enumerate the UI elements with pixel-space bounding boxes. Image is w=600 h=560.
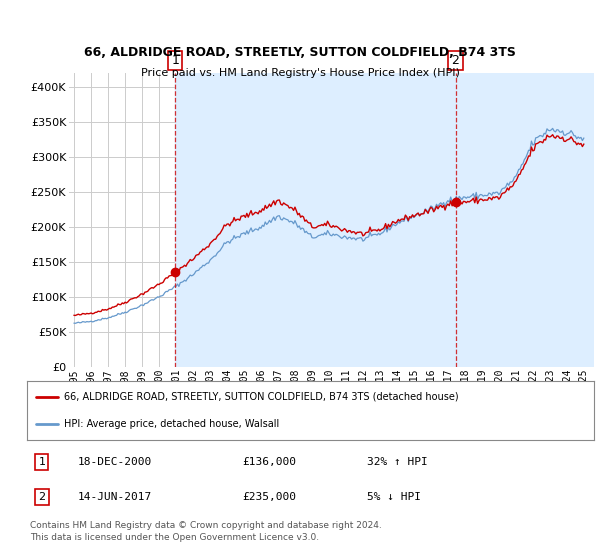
Text: 1: 1 [172,54,179,67]
Text: HPI: Average price, detached house, Walsall: HPI: Average price, detached house, Wals… [64,419,279,429]
Text: 2: 2 [452,54,460,67]
Text: Price paid vs. HM Land Registry's House Price Index (HPI): Price paid vs. HM Land Registry's House … [140,68,460,78]
Text: £136,000: £136,000 [242,457,296,467]
Text: 2: 2 [38,492,46,502]
Text: 66, ALDRIDGE ROAD, STREETLY, SUTTON COLDFIELD, B74 3TS (detached house): 66, ALDRIDGE ROAD, STREETLY, SUTTON COLD… [64,391,458,402]
Text: 66, ALDRIDGE ROAD, STREETLY, SUTTON COLDFIELD, B74 3TS: 66, ALDRIDGE ROAD, STREETLY, SUTTON COLD… [84,46,516,59]
Text: 32% ↑ HPI: 32% ↑ HPI [367,457,428,467]
Text: 5% ↓ HPI: 5% ↓ HPI [367,492,421,502]
Text: This data is licensed under the Open Government Licence v3.0.: This data is licensed under the Open Gov… [30,533,319,542]
Text: £235,000: £235,000 [242,492,296,502]
Text: 1: 1 [38,457,46,467]
Bar [175,73,598,367]
Text: 18-DEC-2000: 18-DEC-2000 [78,457,152,467]
Text: 14-JUN-2017: 14-JUN-2017 [78,492,152,502]
Text: Contains HM Land Registry data © Crown copyright and database right 2024.: Contains HM Land Registry data © Crown c… [30,521,382,530]
